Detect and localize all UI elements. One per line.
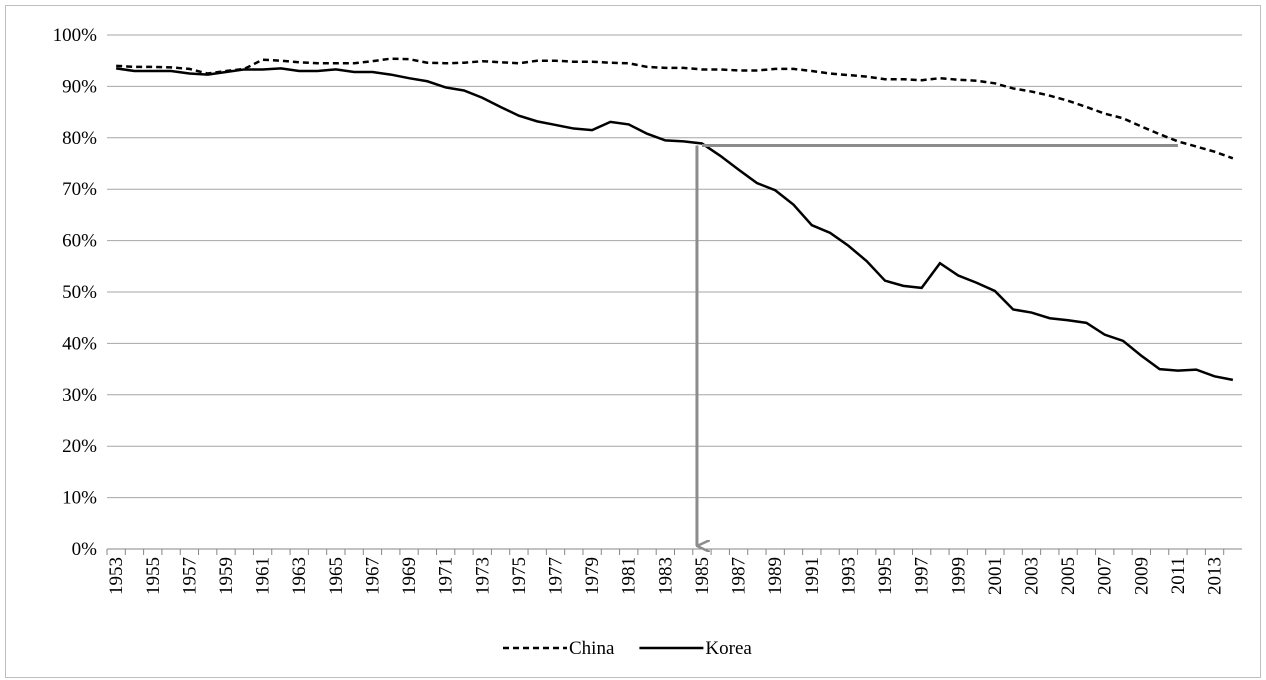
y-tick-label: 40% <box>62 333 97 354</box>
y-tick-label: 0% <box>72 539 98 560</box>
x-tick-label: 1989 <box>765 557 786 595</box>
x-tick-label: 1967 <box>362 557 383 595</box>
series-line <box>116 57 1234 160</box>
x-tick-label: 1957 <box>179 557 200 595</box>
x-tick-label: 1971 <box>436 557 457 595</box>
x-tick-label: 1999 <box>948 557 969 595</box>
y-tick-label: 60% <box>62 231 97 252</box>
series-line <box>115 67 1234 382</box>
y-tick-label: 50% <box>62 282 97 303</box>
x-tick-label: 2001 <box>985 557 1006 595</box>
x-tick-label: 1953 <box>106 557 127 595</box>
x-tick-label: 2011 <box>1168 557 1189 594</box>
y-tick-label: 100% <box>53 25 98 46</box>
x-tick-label: 1991 <box>802 557 823 595</box>
x-tick-label: 1955 <box>143 557 164 595</box>
x-tick-label: 1961 <box>253 557 274 595</box>
x-tick-label: 2007 <box>1095 557 1116 595</box>
x-tick-label: 1981 <box>619 557 640 595</box>
y-tick-label: 80% <box>62 128 97 149</box>
y-tick-label: 20% <box>62 436 97 457</box>
x-tick-label: 1977 <box>546 557 567 595</box>
x-tick-label: 1959 <box>216 557 237 595</box>
x-tick-label: 1965 <box>326 557 347 595</box>
x-tick-label: 1983 <box>655 557 676 595</box>
x-tick-label: 1973 <box>472 557 493 595</box>
x-tick-label: 1993 <box>838 557 859 595</box>
x-tick-label: 1997 <box>912 557 933 595</box>
x-tick-label: 2009 <box>1131 557 1152 595</box>
x-tick-label: 2013 <box>1205 557 1226 595</box>
y-tick-label: 90% <box>62 76 97 97</box>
x-tick-label: 1985 <box>692 557 713 595</box>
x-tick-label: 1995 <box>875 557 896 595</box>
y-tick-label: 30% <box>62 385 97 406</box>
x-tick-label: 1963 <box>289 557 310 595</box>
legend-label: China <box>569 638 615 659</box>
x-tick-label: 2003 <box>1021 557 1042 595</box>
x-tick-label: 1975 <box>509 557 530 595</box>
y-tick-label: 10% <box>62 488 97 509</box>
x-tick-label: 2005 <box>1058 557 1079 595</box>
chart-border <box>5 5 1261 678</box>
legend-label: Korea <box>705 638 752 659</box>
x-tick-label: 1987 <box>729 557 750 595</box>
x-tick-label: 1979 <box>582 557 603 595</box>
x-tick-label: 1969 <box>399 557 420 595</box>
y-tick-label: 70% <box>62 179 97 200</box>
